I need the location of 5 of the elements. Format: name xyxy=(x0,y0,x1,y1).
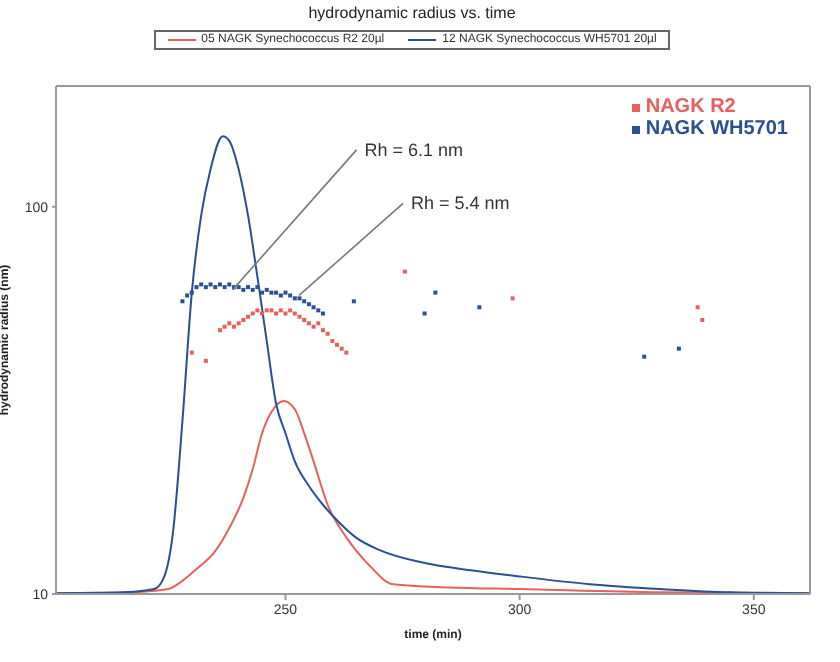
legend-label: NAGK WH5701 xyxy=(643,118,788,140)
chart-title: hydrodynamic radius vs. time xyxy=(306,4,518,22)
annotation: Rh = 6.1 nm xyxy=(364,139,464,160)
annotation: Rh = 5.4 nm xyxy=(411,193,510,214)
legend-label: NAGK R2 xyxy=(643,96,738,118)
